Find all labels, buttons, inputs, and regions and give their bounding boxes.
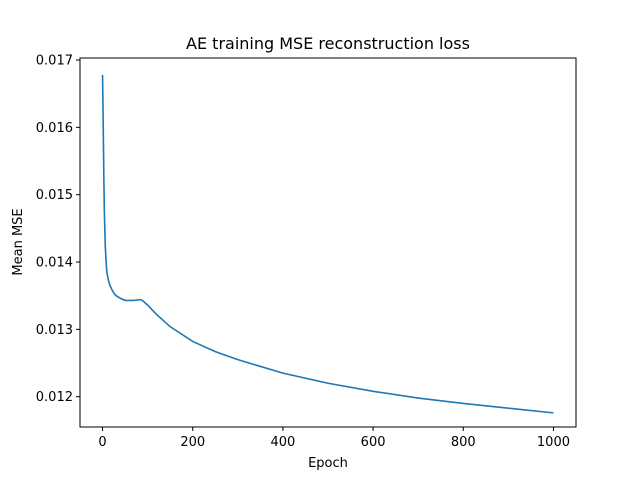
y-tick-label: 0.016 bbox=[36, 121, 73, 136]
x-tick-label: 800 bbox=[451, 435, 476, 450]
x-tick-label: 0 bbox=[98, 435, 106, 450]
series-line-0 bbox=[101, 74, 554, 414]
x-tick-label: 400 bbox=[270, 435, 295, 450]
y-tick-label: 0.014 bbox=[36, 256, 73, 271]
plot-area bbox=[101, 74, 554, 414]
x-tick-label: 1000 bbox=[537, 435, 570, 450]
y-axis: 0.012 0.013 0.014 0.015 0.016 0.017 bbox=[36, 54, 80, 405]
plot-frame bbox=[79, 57, 577, 428]
y-axis-label: Mean MSE bbox=[11, 208, 26, 275]
x-tick-label: 600 bbox=[361, 435, 386, 450]
x-tick-label: 200 bbox=[180, 435, 205, 450]
x-axis-label: Epoch bbox=[308, 456, 348, 471]
y-tick-label: 0.015 bbox=[36, 188, 73, 203]
y-tick-label: 0.017 bbox=[36, 54, 73, 69]
x-axis: 0 200 400 600 800 1000 bbox=[98, 427, 570, 450]
chart-title: AE training MSE reconstruction loss bbox=[186, 34, 470, 53]
y-tick-label: 0.012 bbox=[36, 390, 73, 405]
y-tick-label: 0.013 bbox=[36, 323, 73, 338]
